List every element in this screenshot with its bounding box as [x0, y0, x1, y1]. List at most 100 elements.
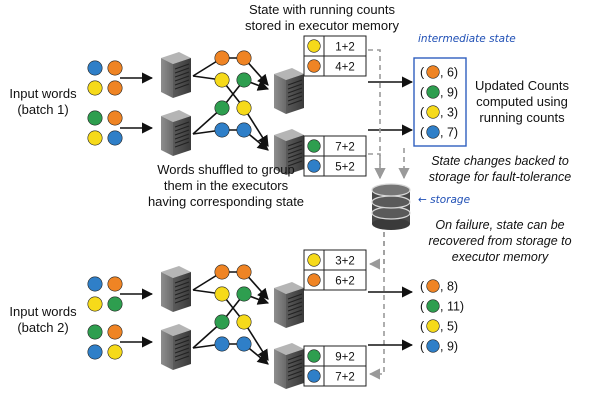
word-dot-orange	[107, 276, 123, 292]
input-words-batch1-group2	[87, 110, 123, 146]
state-key-dot-orange	[307, 273, 321, 287]
database-ring	[371, 195, 411, 209]
result-word-dot-yellow	[426, 105, 440, 119]
input-batch2-label-line1: Input words	[9, 304, 77, 319]
state-title-line1: State with running counts	[249, 2, 395, 17]
state-title-line2: stored in executor memory	[245, 18, 399, 33]
state-count: 7+2	[335, 142, 355, 154]
state-count: 1+2	[335, 42, 355, 54]
result-open-paren: (	[420, 280, 425, 294]
input-words-batch2-group1	[87, 276, 123, 312]
state-key-dot-yellow	[307, 253, 321, 267]
state-count: 5+2	[335, 162, 355, 174]
word-dot-blue	[87, 344, 103, 360]
word-dot-orange	[107, 80, 123, 96]
input-executor-server-icon	[160, 52, 191, 98]
word-dot-orange	[107, 60, 123, 76]
result-word-dot-green	[426, 85, 440, 99]
shuffled-word-dot-yellow	[236, 314, 252, 330]
input-batch1-label-line2: (batch 1)	[17, 102, 68, 117]
input-executor-server-icon	[160, 110, 191, 156]
storage-dashed-arrow	[368, 232, 385, 270]
word-dot-orange	[107, 110, 123, 126]
storage-dashed-arrow	[368, 49, 386, 180]
updated-counts-line2: computed using	[476, 94, 568, 109]
word-dot-yellow	[87, 296, 103, 312]
shuffled-word-dot-blue	[236, 122, 252, 138]
state-table: 9+2 7+2	[303, 345, 367, 387]
word-dot-green	[87, 324, 103, 340]
shuffled-word-dot-yellow	[214, 286, 230, 302]
shuffled-word-dot-yellow	[214, 72, 230, 88]
result-word-dot-blue	[426, 125, 440, 139]
result-word-dot-blue	[426, 339, 440, 353]
failure-note-line3: executor memory	[452, 250, 549, 264]
result-count: , 3)	[440, 106, 458, 120]
result-count: , 6)	[440, 66, 458, 80]
updated-counts-batch1: (, 6) (, 9) (, 3) (, 7)	[420, 65, 458, 140]
shuffled-word-dot-blue	[236, 336, 252, 352]
database-top	[371, 183, 411, 197]
result-open-paren: (	[420, 300, 425, 314]
word-dot-yellow	[87, 130, 103, 146]
diagram-elements: 1+2 4+2 7+2 5+2 (, 6) (, 9) (, 3) (, 7) 3+2 6+2 9+…	[87, 35, 467, 389]
input-words-batch1-group1	[87, 60, 123, 96]
result-open-paren: (	[420, 106, 425, 120]
word-dot-blue	[87, 60, 103, 76]
state-executor-server-icon	[273, 282, 304, 328]
storage-dashed-arrow	[368, 153, 386, 180]
result-count: , 11)	[440, 300, 464, 314]
result-open-paren: (	[420, 340, 425, 354]
word-dot-green	[87, 110, 103, 126]
state-count: 4+2	[335, 62, 355, 74]
updated-counts-line3: running counts	[479, 110, 565, 125]
shuffle-note-line3: having corresponding state	[148, 194, 304, 209]
storage-dashed-arrow	[368, 232, 385, 380]
shuffled-word-dot-orange	[214, 264, 230, 280]
input-batch2-label-line2: (batch 2)	[17, 320, 68, 335]
result-open-paren: (	[420, 86, 425, 100]
result-count: , 9)	[440, 340, 458, 354]
state-key-dot-blue	[307, 159, 321, 173]
shuffled-word-dot-green	[214, 314, 230, 330]
shuffled-word-dot-green	[214, 100, 230, 116]
shuffled-word-dot-orange	[236, 50, 252, 66]
state-key-dot-green	[307, 139, 321, 153]
database-ring	[371, 206, 411, 220]
intermediate-state-box	[413, 57, 467, 147]
shuffled-word-dot-yellow	[236, 100, 252, 116]
state-key-dot-orange	[307, 59, 321, 73]
state-table: 7+2 5+2	[303, 135, 367, 177]
word-dot-blue	[87, 276, 103, 292]
state-key-dot-yellow	[307, 39, 321, 53]
input-batch1-label-line1: Input words	[9, 86, 77, 101]
updated-counts-batch2: (, 8) (, 11) (, 5) (, 9)	[420, 279, 464, 354]
state-count: 7+2	[335, 372, 355, 384]
state-count: 3+2	[335, 256, 355, 268]
backed-note-line1: State changes backed to	[431, 154, 569, 168]
word-dot-blue	[107, 130, 123, 146]
backed-note-line2: storage for fault-tolerance	[429, 170, 571, 184]
shuffled-word-dot-blue	[214, 336, 230, 352]
result-open-paren: (	[420, 126, 425, 140]
word-dot-yellow	[107, 344, 123, 360]
result-open-paren: (	[420, 66, 425, 80]
state-key-dot-blue	[307, 369, 321, 383]
word-dot-green	[107, 296, 123, 312]
shuffle-note-line1: Words shuffled to group	[157, 162, 295, 177]
updated-counts-line1: Updated Counts	[475, 78, 569, 93]
result-open-paren: (	[420, 320, 425, 334]
failure-note-line1: On failure, state can be	[435, 218, 564, 232]
state-table: 1+2 4+2	[303, 35, 367, 77]
shuffled-word-dot-green	[236, 72, 252, 88]
result-word-dot-yellow	[426, 319, 440, 333]
storage-annotation: ← storage	[418, 194, 470, 206]
input-executor-server-icon	[160, 266, 191, 312]
input-words-batch2-group2	[87, 324, 123, 360]
result-word-dot-green	[426, 299, 440, 313]
storage-database-icon	[371, 183, 411, 230]
result-count: , 9)	[440, 86, 458, 100]
word-dot-orange	[107, 324, 123, 340]
database-bottom	[372, 218, 410, 230]
